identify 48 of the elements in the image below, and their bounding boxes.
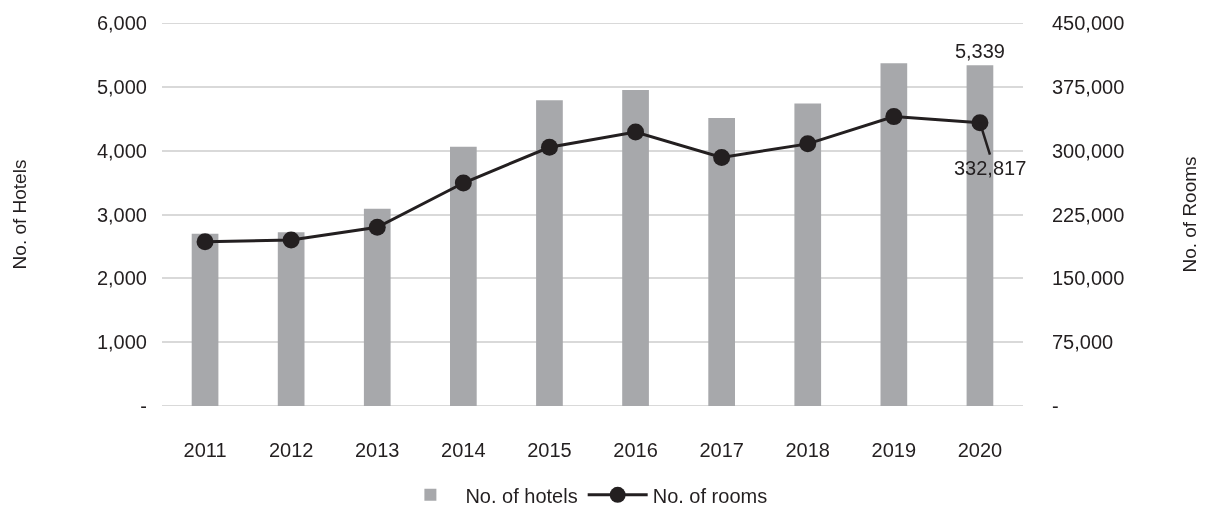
y2-tick-label: 75,000 xyxy=(1052,331,1114,354)
legend-label: No. of rooms xyxy=(652,484,768,507)
y2-tick-label: - xyxy=(1052,395,1059,417)
y2-tick-label: 150,000 xyxy=(1052,267,1125,290)
y2-axis-title: No. of Rooms xyxy=(1179,156,1201,273)
x-tick-label: 2013 xyxy=(355,439,400,461)
y-tick-label: 5,000 xyxy=(96,75,147,98)
point xyxy=(885,108,903,126)
point xyxy=(368,218,386,236)
y2-tick-label: 300,000 xyxy=(1052,139,1125,162)
y-tick-label: 4,000 xyxy=(96,139,147,162)
point xyxy=(196,233,214,251)
point xyxy=(713,148,731,166)
x-tick-label: 2020 xyxy=(957,439,1003,461)
y-tick-label: 3,000 xyxy=(96,203,147,226)
x-tick-label: 2012 xyxy=(268,439,314,461)
y-tick-label: 6,000 xyxy=(96,12,147,34)
point xyxy=(282,231,300,249)
data-label: 332,817 xyxy=(954,157,1027,179)
data-label: 5,339 xyxy=(954,40,1005,63)
y-tick-label: 1,000 xyxy=(96,331,147,354)
bar xyxy=(536,100,563,406)
bar xyxy=(708,118,735,406)
bar xyxy=(363,208,391,406)
y-axis-title: No. of Hotels xyxy=(8,159,30,270)
x-tick-label: 2017 xyxy=(699,439,744,461)
y2-tick-label: 225,000 xyxy=(1052,203,1125,226)
x-tick-label: 2018 xyxy=(785,439,830,461)
y2-tick-label: 450,000 xyxy=(1052,12,1125,34)
point xyxy=(799,135,817,153)
bar xyxy=(880,63,908,406)
point xyxy=(540,138,558,156)
bar xyxy=(450,146,477,406)
y-tick-label: 2,000 xyxy=(96,267,147,290)
y2-tick-label: 375,000 xyxy=(1052,75,1125,98)
x-tick-label: 2011 xyxy=(183,439,227,461)
bar xyxy=(277,232,305,406)
bar xyxy=(191,233,219,406)
y-tick-label: - xyxy=(140,395,147,417)
x-tick-label: 2015 xyxy=(527,439,572,461)
bar xyxy=(794,103,822,406)
point xyxy=(627,123,645,141)
x-tick-label: 2019 xyxy=(871,439,917,461)
legend-label: No. of hotels xyxy=(465,484,578,507)
x-tick-label: 2016 xyxy=(613,439,658,461)
x-tick-label: 2014 xyxy=(441,439,486,461)
bar xyxy=(622,90,649,406)
point xyxy=(454,174,472,192)
